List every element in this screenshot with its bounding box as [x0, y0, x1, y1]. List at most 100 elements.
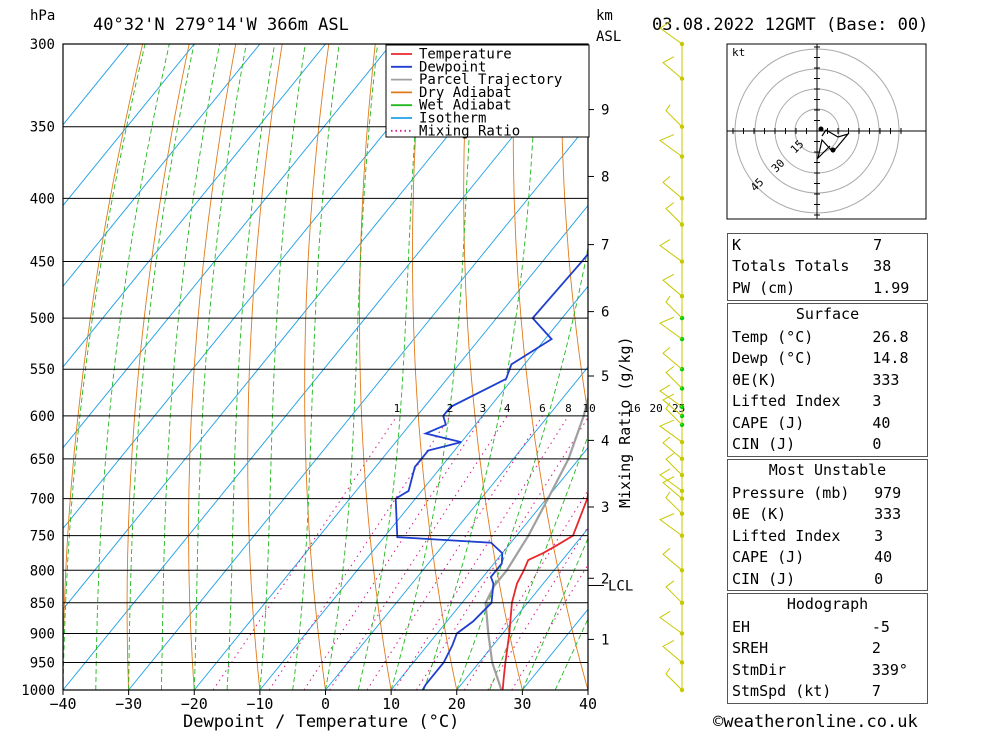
- isotherm-line: [63, 44, 588, 690]
- surface-dewp-value: 14.8: [872, 349, 909, 368]
- most-unstable-title: Most Unstable: [768, 461, 887, 479]
- surface-cape-value: 40: [872, 413, 891, 432]
- wind-barb: [665, 202, 683, 225]
- surface-panel: Surface Temp (°C) 26.8 Dewp (°C) 14.8 θE(K…: [727, 303, 928, 457]
- wind-barb: [665, 365, 683, 389]
- mixing-ratio-label: 4: [504, 402, 511, 415]
- dry-adiabat-line: [126, 44, 190, 690]
- hodograph-point: [830, 147, 836, 153]
- pressure-tick-label: 850: [30, 596, 55, 612]
- x-tick-label: −20: [181, 695, 208, 713]
- pressure-tick-label: 600: [30, 409, 55, 425]
- hodograph-trace: [816, 129, 850, 160]
- legend-label: Dewpoint: [419, 59, 486, 75]
- isotherm-line: [193, 204, 588, 690]
- dry-adiabat-line: [512, 44, 588, 690]
- surface-thetae-label: θE(K): [732, 370, 778, 389]
- mixing-ratio-label: 20: [650, 402, 663, 415]
- stmspd-label: StmSpd (kt): [732, 682, 832, 701]
- isotherm-line: [325, 366, 588, 690]
- wet-adiabat-line: [521, 537, 588, 690]
- legend-label: Dry Adiabat: [419, 85, 512, 101]
- mixing-ratio-label: 2: [447, 402, 454, 415]
- surface-temp-label: Temp (°C): [732, 327, 814, 346]
- copyright-text: ©weatheronline.co.uk: [713, 712, 918, 732]
- mixing-ratio-label: 10: [582, 402, 595, 415]
- wind-barb: [665, 580, 683, 604]
- table-row: SREH 2: [728, 638, 927, 660]
- wind-barb: [658, 513, 683, 537]
- isotherm-line: [63, 44, 129, 126]
- wind-barb: [665, 402, 683, 426]
- surface-cape-label: CAPE (J): [732, 413, 805, 432]
- pressure-tick-label: 650: [30, 452, 55, 468]
- pressure-tick-label: 450: [30, 255, 55, 271]
- wind-barb: [665, 667, 683, 691]
- surface-title: Surface: [795, 305, 860, 323]
- dry-adiabat-line: [359, 44, 392, 690]
- lcl-label: LCL: [608, 578, 633, 594]
- mixing-ratio-label: 1: [394, 402, 401, 415]
- mixing-ratio-line: [511, 563, 588, 690]
- hodograph-title: Hodograph: [786, 595, 869, 613]
- wet-adiabat-line: [489, 434, 588, 690]
- asl-label: ASL: [596, 29, 621, 45]
- isotherm-line: [128, 124, 588, 690]
- pressure-tick-label: 350: [30, 120, 55, 136]
- x-tick-label: −30: [115, 695, 142, 713]
- parcel-line: [484, 394, 588, 690]
- table-row: StmSpd (kt) 7: [728, 681, 927, 703]
- mixing-ratio-line: [366, 415, 543, 690]
- surface-thetae-value: 333: [872, 370, 900, 389]
- wind-barb: [662, 56, 683, 80]
- wind-barbs: [658, 21, 685, 693]
- mu-thetae-label: θE (K): [732, 505, 787, 524]
- mixing-ratio-line: [329, 415, 508, 690]
- dry-adiabat-line: [247, 44, 283, 690]
- pressure-tick-label: 1000: [21, 683, 55, 699]
- wet-adiabat-line: [423, 44, 539, 690]
- isotherm-line: [63, 44, 392, 449]
- mu-cape-value: 40: [874, 548, 893, 567]
- wind-barb: [662, 640, 683, 663]
- hodograph-point: [818, 126, 824, 132]
- wet-adiabat-line: [95, 44, 170, 690]
- wind-barb: [662, 547, 683, 571]
- table-row: Lifted Index 3: [728, 391, 927, 413]
- km-tick-label: 8: [601, 169, 609, 185]
- location-title: 40°32'N 279°14'W 366m ASL: [93, 15, 349, 35]
- k-index-value: 7: [873, 235, 883, 254]
- pressure-tick-label: 900: [30, 626, 55, 642]
- dry-adiabat-line: [980, 44, 1000, 690]
- isotherm-line: [63, 44, 326, 368]
- wind-barb: [659, 21, 683, 45]
- wind-barb: [659, 468, 683, 492]
- mixing-ratio-label: 3: [480, 402, 487, 415]
- km-tick-label: 2: [601, 571, 609, 587]
- dry-adiabat-line: [934, 44, 1000, 690]
- surface-dewp-label: Dewp (°C): [732, 349, 814, 368]
- km-tick-label: 1: [601, 632, 609, 648]
- wind-barb: [659, 384, 683, 408]
- pressure-tick-label: 300: [30, 37, 55, 53]
- pressure-tick-label: 750: [30, 529, 55, 545]
- mixing-ratio-label: 16: [627, 402, 640, 415]
- surface-cin-value: 0: [872, 435, 882, 454]
- mixing-ratio-axis-title: Mixing Ratio (g/kg): [616, 336, 634, 508]
- x-tick-label: −40: [49, 695, 76, 713]
- x-axis-title: Dewpoint / Temperature (°C): [183, 712, 459, 732]
- wind-barb: [662, 393, 683, 417]
- totals-value: 38: [873, 257, 892, 276]
- dry-adiabat-line: [412, 44, 458, 690]
- x-tick-label: −10: [246, 695, 273, 713]
- stmdir-value: 339°: [871, 660, 908, 679]
- k-index-label: K: [732, 235, 742, 254]
- hodograph-panel: Hodograph EH -5 SREH 2 StmDir 339° StmSpd (…: [727, 593, 928, 704]
- surface-li-label: Lifted Index: [732, 392, 841, 411]
- wind-barb: [662, 346, 683, 370]
- isotherm-line: [63, 44, 261, 287]
- mixing-ratio-line: [394, 415, 569, 690]
- mixing-ratio-line: [212, 415, 398, 690]
- isotherm-line: [63, 44, 458, 530]
